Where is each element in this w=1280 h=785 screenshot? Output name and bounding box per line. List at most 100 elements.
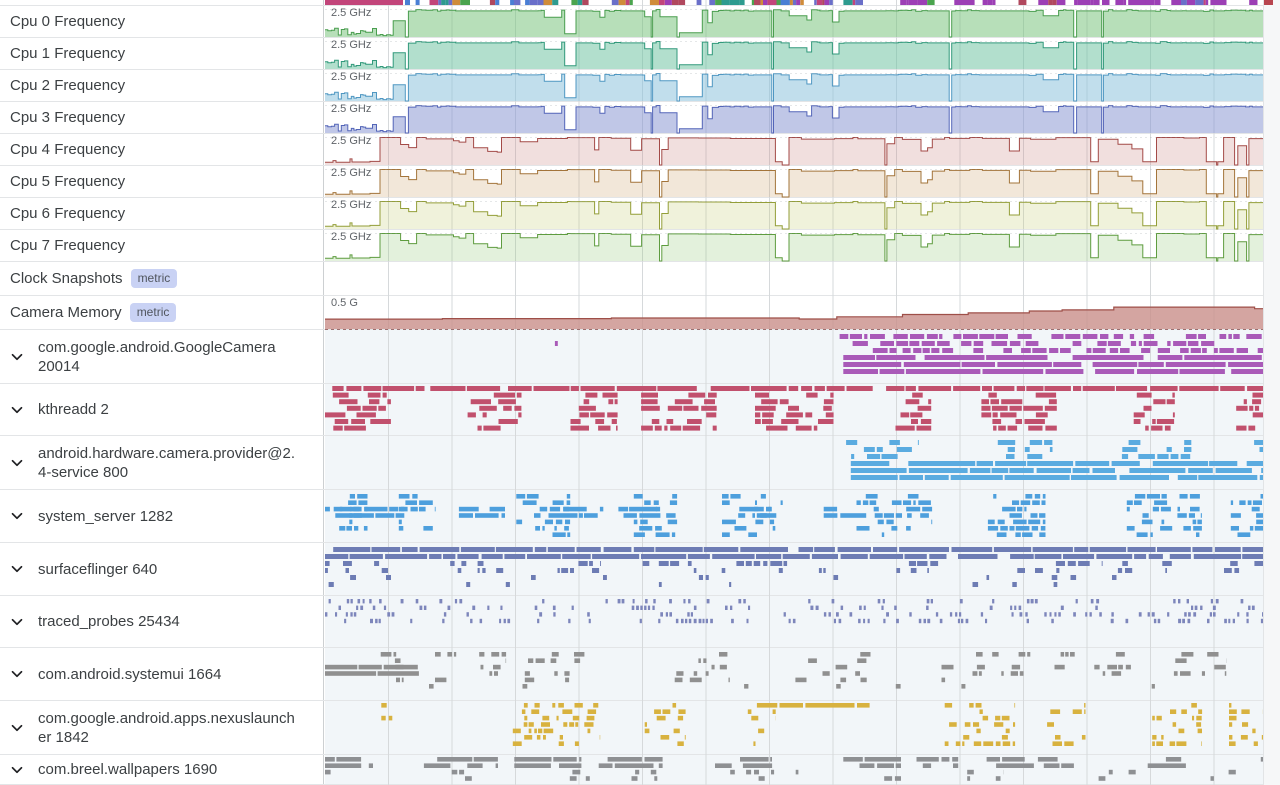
track-header-cpu2[interactable]: Cpu 2 Frequency bbox=[0, 70, 324, 101]
track-header-camera-provider[interactable]: android.hardware.camera.provider@2.4-ser… bbox=[0, 436, 324, 489]
track-chart-svg bbox=[325, 755, 1264, 785]
track-chart-svg bbox=[325, 38, 1264, 70]
track-row-cpu7: Cpu 7 Frequency 2.5 GHz bbox=[0, 230, 1264, 262]
track-canvas-cpu5[interactable]: 2.5 GHz bbox=[325, 166, 1264, 198]
track-chart-svg bbox=[325, 166, 1264, 198]
gridlines bbox=[388, 134, 1215, 166]
track-row-cpu5: Cpu 5 Frequency 2.5 GHz bbox=[0, 166, 1264, 198]
axis-max-label: 0.5 G bbox=[331, 297, 358, 309]
track-header-top-partial[interactable] bbox=[0, 0, 324, 5]
track-row-cpu0: Cpu 0 Frequency 2.5 GHz bbox=[0, 6, 1264, 38]
track-header-clock-snapshots[interactable]: Clock Snapshots metric bbox=[0, 262, 324, 295]
track-canvas-cpu4[interactable]: 2.5 GHz bbox=[325, 134, 1264, 166]
track-chart-svg bbox=[381, 701, 1264, 755]
track-row-traced-probes: traced_probes 25434 bbox=[0, 596, 1264, 648]
track-chart-svg bbox=[325, 490, 1264, 543]
track-name: Clock Snapshots bbox=[10, 270, 123, 287]
track-header-traced-probes[interactable]: traced_probes 25434 bbox=[0, 596, 324, 647]
axis-max-label: 2.5 GHz bbox=[331, 103, 372, 115]
track-header-system-server[interactable]: system_server 1282 bbox=[0, 490, 324, 542]
chevron-down-icon[interactable] bbox=[8, 719, 26, 737]
track-canvas-nexuslauncher[interactable] bbox=[325, 701, 1264, 755]
chevron-down-icon[interactable] bbox=[8, 613, 26, 631]
track-row-cpu2: Cpu 2 Frequency 2.5 GHz bbox=[0, 70, 1264, 102]
track-canvas-cpu6[interactable]: 2.5 GHz bbox=[325, 198, 1264, 230]
track-row-cpu1: Cpu 1 Frequency 2.5 GHz bbox=[0, 38, 1264, 70]
track-header-googlecamera[interactable]: com.google.android.GoogleCamera 20014 bbox=[0, 330, 324, 383]
track-header-cpu0[interactable]: Cpu 0 Frequency bbox=[0, 6, 324, 37]
track-chart-svg bbox=[325, 6, 1264, 38]
track-canvas-cpu3[interactable]: 2.5 GHz bbox=[325, 102, 1264, 134]
chevron-down-icon[interactable] bbox=[8, 507, 26, 525]
track-header-cpu4[interactable]: Cpu 4 Frequency bbox=[0, 134, 324, 165]
track-canvas-cpu7[interactable]: 2.5 GHz bbox=[325, 230, 1264, 262]
track-canvas-systemui[interactable] bbox=[325, 648, 1264, 701]
axis-max-label: 2.5 GHz bbox=[331, 7, 372, 19]
track-name: Cpu 6 Frequency bbox=[10, 205, 126, 222]
track-canvas-camera-memory[interactable]: 0.5 G bbox=[325, 296, 1264, 330]
axis-max-label: 2.5 GHz bbox=[331, 71, 372, 83]
axis-max-label: 2.5 GHz bbox=[331, 199, 372, 211]
track-chart-svg bbox=[325, 70, 1264, 102]
chevron-down-icon[interactable] bbox=[8, 761, 26, 779]
axis-max-label: 2.5 GHz bbox=[331, 39, 372, 51]
track-name: Cpu 5 Frequency bbox=[10, 173, 126, 190]
slice-group bbox=[554, 334, 1264, 374]
gridlines bbox=[388, 648, 1215, 701]
chevron-down-icon[interactable] bbox=[8, 401, 26, 419]
track-header-breel-wallpapers[interactable]: com.breel.wallpapers 1690 bbox=[0, 755, 324, 784]
track-canvas-clock-snapshots[interactable] bbox=[325, 262, 1264, 296]
track-header-systemui[interactable]: com.android.systemui 1664 bbox=[0, 648, 324, 700]
chevron-down-icon[interactable] bbox=[8, 348, 26, 366]
slice-group bbox=[325, 652, 1227, 689]
track-header-kthreadd[interactable]: kthreadd 2 bbox=[0, 384, 324, 435]
gridlines bbox=[388, 230, 1215, 262]
track-row-system-server: system_server 1282 bbox=[0, 490, 1264, 543]
gridlines bbox=[388, 198, 1215, 230]
axis-max-label: 2.5 GHz bbox=[331, 167, 372, 179]
track-chart-svg bbox=[388, 436, 1264, 490]
track-canvas-kthreadd[interactable] bbox=[325, 384, 1264, 436]
track-canvas-breel-wallpapers[interactable] bbox=[325, 755, 1264, 785]
track-row-cpu4: Cpu 4 Frequency 2.5 GHz bbox=[0, 134, 1264, 166]
track-row-top-partial bbox=[0, 0, 1264, 6]
track-chart-svg bbox=[325, 0, 1258, 6]
track-canvas-googlecamera[interactable] bbox=[325, 330, 1264, 384]
track-row-surfaceflinger: surfaceflinger 640 bbox=[0, 543, 1264, 596]
track-header-cpu5[interactable]: Cpu 5 Frequency bbox=[0, 166, 324, 197]
axis-max-label: 2.5 GHz bbox=[331, 135, 372, 147]
track-canvas-traced-probes[interactable] bbox=[325, 596, 1264, 648]
track-header-cpu1[interactable]: Cpu 1 Frequency bbox=[0, 38, 324, 69]
track-header-camera-memory[interactable]: Camera Memory metric bbox=[0, 296, 324, 329]
track-header-cpu6[interactable]: Cpu 6 Frequency bbox=[0, 198, 324, 229]
track-row-cpu6: Cpu 6 Frequency 2.5 GHz bbox=[0, 198, 1264, 230]
track-header-surfaceflinger[interactable]: surfaceflinger 640 bbox=[0, 543, 324, 595]
track-canvas-cpu2[interactable]: 2.5 GHz bbox=[325, 70, 1264, 102]
track-canvas-camera-provider[interactable] bbox=[325, 436, 1264, 490]
slice-group bbox=[325, 494, 1264, 537]
slice-group bbox=[325, 599, 1264, 624]
track-canvas-system-server[interactable] bbox=[325, 490, 1264, 543]
track-name: Cpu 0 Frequency bbox=[10, 13, 126, 30]
track-row-kthreadd: kthreadd 2 bbox=[0, 384, 1264, 436]
gridlines bbox=[388, 166, 1215, 198]
chevron-down-icon[interactable] bbox=[8, 454, 26, 472]
track-chart-svg bbox=[325, 384, 1264, 436]
track-name: system_server 1282 bbox=[38, 507, 174, 525]
track-canvas-surfaceflinger[interactable] bbox=[325, 543, 1264, 596]
track-canvas-top-partial[interactable] bbox=[325, 0, 1264, 6]
scrollbar-gutter[interactable] bbox=[1263, 0, 1280, 785]
track-header-cpu3[interactable]: Cpu 3 Frequency bbox=[0, 102, 324, 133]
chevron-down-icon[interactable] bbox=[8, 560, 26, 578]
track-header-cpu7[interactable]: Cpu 7 Frequency bbox=[0, 230, 324, 261]
chevron-down-icon[interactable] bbox=[8, 665, 26, 683]
track-name: Cpu 2 Frequency bbox=[10, 77, 126, 94]
track-row-camera-memory: Camera Memory metric 0.5 G bbox=[0, 296, 1264, 330]
track-header-nexuslauncher[interactable]: com.google.android.apps.nexuslauncher 18… bbox=[0, 701, 324, 754]
metric-badge: metric bbox=[129, 303, 177, 322]
track-canvas-cpu1[interactable]: 2.5 GHz bbox=[325, 38, 1264, 70]
track-row-googlecamera: com.google.android.GoogleCamera 20014 bbox=[0, 330, 1264, 384]
track-row-nexuslauncher: com.google.android.apps.nexuslauncher 18… bbox=[0, 701, 1264, 755]
track-canvas-cpu0[interactable]: 2.5 GHz bbox=[325, 6, 1264, 38]
gridlines bbox=[388, 755, 1215, 785]
